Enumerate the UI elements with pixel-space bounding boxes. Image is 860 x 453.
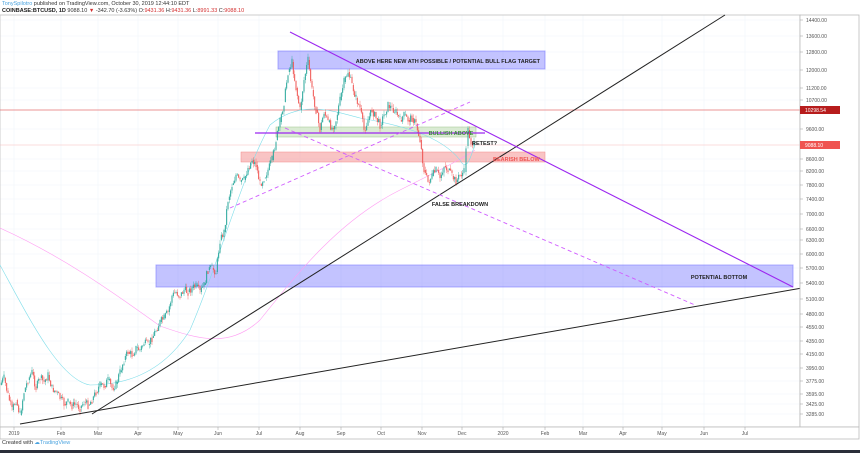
bullish-zone[interactable]	[275, 126, 477, 138]
price-tick: 9600.00	[806, 127, 824, 133]
ath-target-zone[interactable]	[277, 50, 546, 70]
price-tick: 5100.00	[806, 297, 824, 303]
price-label: 10298.54	[805, 108, 826, 114]
time-tick: Sep	[337, 431, 346, 437]
price-tick: 4350.00	[806, 339, 824, 345]
price-tick: 7400.00	[806, 197, 824, 203]
price-tick: 6300.00	[806, 238, 824, 244]
close-value: 9088.10	[224, 8, 245, 14]
bottom-bar	[0, 450, 860, 453]
time-tick: Feb	[57, 431, 66, 437]
bullish-above-annotation: BULLISH ABOVE	[429, 131, 474, 137]
price-label: 9088.10	[805, 143, 823, 149]
price-tick: 3425.00	[806, 402, 824, 408]
long-term-support-line[interactable]	[19, 283, 826, 425]
price-tick: 5400.00	[806, 281, 824, 287]
price-tick: 3775.00	[806, 379, 824, 385]
time-tick: Jun	[214, 431, 222, 437]
symbol-label: COINBASE:BTCUSD, 1D	[2, 8, 66, 14]
time-tick: 2020	[497, 431, 508, 437]
time-tick: Dec	[458, 431, 467, 437]
time-tick: Apr	[619, 431, 627, 437]
price-tick: 8600.00	[806, 157, 824, 163]
potential-bottom-annotation: POTENTIAL BOTTOM	[691, 275, 748, 281]
time-axis[interactable]	[0, 426, 860, 440]
price-tick: 3595.00	[806, 392, 824, 398]
flag-lower-dashed-line[interactable]	[284, 127, 696, 306]
price-tick: 7000.00	[806, 212, 824, 218]
chart-header: TonySpilotro published on TradingView.co…	[2, 1, 244, 15]
time-tick: Mar	[94, 431, 103, 437]
time-tick: Jul	[742, 431, 748, 437]
price-tick: 12000.00	[806, 68, 827, 74]
chart-grid	[0, 15, 800, 427]
footer: Created with ☁TradingView	[2, 440, 70, 446]
descending-resistance-line[interactable]	[289, 31, 794, 288]
price-axis[interactable]	[799, 14, 860, 428]
low-value: 8991.33	[197, 8, 218, 14]
time-tick: Feb	[541, 431, 550, 437]
open-value: 9431.36	[144, 8, 165, 14]
tradingview-link[interactable]: TradingView	[39, 440, 71, 446]
time-tick: Jun	[700, 431, 708, 437]
price-tick: 5700.00	[806, 266, 824, 272]
price-tick: 10700.00	[806, 98, 827, 104]
publish-line: TonySpilotro published on TradingView.co…	[2, 1, 244, 8]
high-value: 9431.36	[171, 8, 192, 14]
time-tick: Apr	[134, 431, 142, 437]
price-tick: 11200.00	[806, 86, 827, 92]
time-tick: May	[173, 431, 183, 437]
time-tick: Jul	[256, 431, 262, 437]
price-axis-ticks: 14400.00 13600.00 12800.00 12000.00 11200.00…	[800, 18, 840, 418]
time-tick: 2019	[8, 431, 19, 437]
change-value: -342.70 (-3.63%)	[95, 8, 138, 14]
open-label: O:	[138, 8, 145, 14]
time-tick: Mar	[579, 431, 588, 437]
price-tick: 8200.00	[806, 169, 824, 175]
price-tick: 6000.00	[806, 252, 824, 258]
down-arrow-icon: ▼	[88, 8, 95, 14]
time-tick: Aug	[296, 431, 305, 437]
bearish-below-annotation: BEARISH BELOW	[493, 157, 541, 163]
ohlc-line: COINBASE:BTCUSD, 1D 9088.10 ▼ -342.70 (-…	[2, 8, 244, 15]
time-tick: Oct	[377, 431, 385, 437]
close-label: C:	[218, 8, 225, 14]
uptrend-line[interactable]	[91, 14, 726, 415]
false-breakdown-annotation: FALSE BREAKDOWN	[432, 202, 488, 208]
ma-200-line	[0, 149, 476, 339]
price-tick: 13600.00	[806, 34, 827, 40]
last-price: 9088.10	[67, 8, 88, 14]
potential-bottom-zone[interactable]	[155, 264, 794, 288]
bearish-zone[interactable]	[240, 151, 546, 163]
price-tick: 14400.00	[806, 18, 827, 24]
ma-50-line	[0, 108, 476, 386]
price-tick: 7800.00	[806, 183, 824, 189]
published-text: published on TradingView.com, October 30…	[32, 1, 190, 7]
price-tick: 6600.00	[806, 227, 824, 233]
time-tick: May	[657, 431, 667, 437]
chart-frame	[0, 14, 801, 428]
tradingview-cloud-icon: ☁	[34, 440, 40, 446]
price-tick: 3950.00	[806, 366, 824, 372]
time-axis-ticks: 2019 Feb Mar Apr May Jun Jul Aug Sep Oct Nov Dec 202…	[8, 427, 748, 437]
high-label: H:	[165, 8, 172, 14]
low-label: L:	[192, 8, 198, 14]
price-tick: 3285.00	[806, 412, 824, 418]
price-tick: 4550.00	[806, 325, 824, 331]
ath-annotation: ABOVE HERE NEW ATH POSSIBLE / POTENTIAL …	[356, 59, 541, 65]
retest-annotation: RETEST?	[472, 141, 498, 147]
flag-upper-dashed-line[interactable]	[229, 101, 471, 209]
author-link[interactable]: TonySpilotro	[2, 1, 33, 7]
price-tick: 12800.00	[806, 50, 827, 56]
time-tick: Nov	[418, 431, 427, 437]
price-tick: 4800.00	[806, 312, 824, 318]
candlesticks	[0, 53, 475, 416]
created-with-text: Created with	[2, 440, 33, 446]
price-tick: 4150.00	[806, 352, 824, 358]
